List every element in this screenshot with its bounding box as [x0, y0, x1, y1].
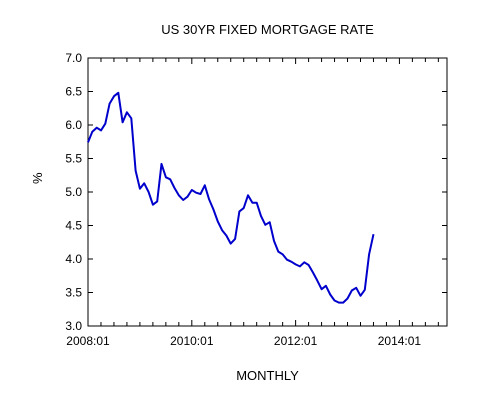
y-tick-label: 3.5 [65, 286, 82, 300]
x-tick-label: 2014:01 [378, 334, 422, 348]
plot-frame [87, 57, 448, 327]
y-tick-label: 5.5 [65, 152, 82, 166]
series-line [87, 91, 375, 304]
y-tick-label: 3.0 [65, 319, 82, 333]
y-tick-label: 6.5 [65, 85, 82, 99]
y-tick-label: 7.0 [65, 51, 82, 65]
x-tick-label: 2012:01 [274, 334, 318, 348]
y-tick-label: 4.0 [65, 252, 82, 266]
x-tick-label: 2010:01 [170, 334, 214, 348]
x-axis: 2008:01 2010:01 2012:01 2014:01 [66, 58, 439, 348]
y-tick-label: 5.0 [65, 185, 82, 199]
x-axis-label: MONTHLY [236, 368, 299, 383]
y-axis: 3.0 3.5 4.0 4.5 5.0 5.5 6.0 6.5 7.0 [65, 51, 447, 333]
chart-title: US 30YR FIXED MORTGAGE RATE [161, 22, 374, 37]
y-tick-label: 4.5 [65, 219, 82, 233]
series-group [87, 91, 375, 304]
x-tick-label: 2008:01 [66, 334, 110, 348]
y-tick-label: 6.0 [65, 118, 82, 132]
